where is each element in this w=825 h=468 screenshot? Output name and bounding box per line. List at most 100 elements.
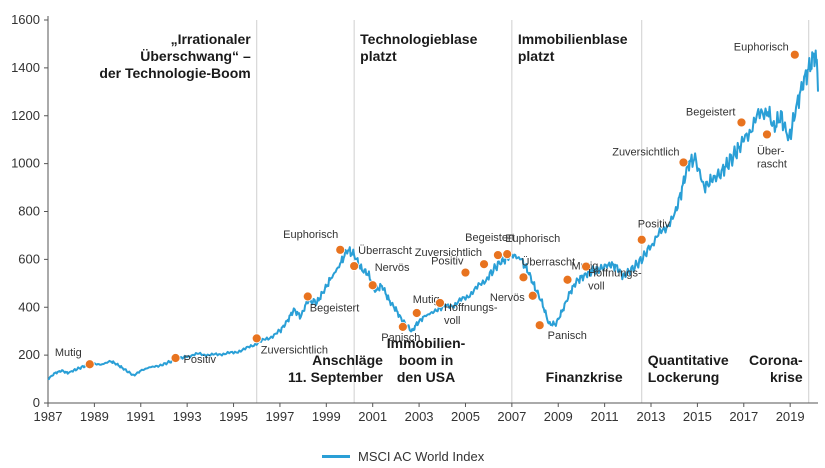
x-tick-label: 1987 xyxy=(34,409,63,424)
point-marker xyxy=(534,320,545,331)
annotation-3: Anschläge 11. September xyxy=(288,352,383,385)
x-tick-label: 2007 xyxy=(497,409,526,424)
point-label-line: Mutig xyxy=(413,294,440,306)
x-tick-label: 1993 xyxy=(173,409,202,424)
y-tick-label: 1400 xyxy=(11,60,40,75)
annotation-line: der Technologie-Boom xyxy=(99,65,250,81)
point-label: Hoffnungs-voll xyxy=(588,268,642,293)
point-label-line: Panisch xyxy=(548,330,587,342)
point-label-line: Positiv xyxy=(184,354,217,366)
series-line xyxy=(47,49,819,381)
point-label: Positiv xyxy=(184,354,217,366)
point-label-line: Nervös xyxy=(375,262,410,274)
point-label-line: Überrascht xyxy=(521,256,575,268)
annotation-line: platzt xyxy=(360,48,397,64)
point-marker xyxy=(397,321,408,332)
point-marker xyxy=(435,298,445,308)
point-label-line: Mutig xyxy=(55,347,82,359)
chart: 0 200 400 600 800 1000 1200 1400 1600 1987 1989 199… xyxy=(11,12,819,424)
y-tick-label: 0 xyxy=(33,395,40,410)
point-label: Mutig xyxy=(413,294,440,306)
point-label: Über-rascht xyxy=(757,145,787,170)
annotation-line: platzt xyxy=(518,48,555,64)
y-tick-label: 400 xyxy=(18,299,40,314)
point-marker xyxy=(349,261,360,271)
x-tick-label: 1999 xyxy=(312,409,341,424)
x-tick-label: 2003 xyxy=(405,409,434,424)
x-tick-label: 2015 xyxy=(683,409,712,424)
annotation-line: „Irrationaler xyxy=(171,31,252,47)
annotation-line: den USA xyxy=(397,369,455,385)
annotation-7: Corona-krise xyxy=(749,352,803,385)
point-label-line: Euphorisch xyxy=(283,229,338,241)
x-tick-label: 2011 xyxy=(591,409,619,424)
point-label: Begeistert xyxy=(310,302,360,314)
reference-lines xyxy=(256,20,810,403)
point-marker xyxy=(302,291,313,302)
point-marker xyxy=(518,272,529,283)
annotation-2: Immobilienblase platzt xyxy=(518,31,628,64)
point-marker xyxy=(581,261,591,272)
x-tick-label: 2013 xyxy=(637,409,666,424)
x-tick-label: 1991 xyxy=(126,409,155,424)
point-marker xyxy=(170,353,181,363)
point-label: Positiv xyxy=(638,219,671,231)
point-label-line: Hoffnungs- xyxy=(444,302,498,314)
y-tick-label: 1200 xyxy=(11,108,40,123)
annotation-4: Immobilien-boom in den USA xyxy=(387,335,466,385)
annotation-line: krise xyxy=(770,369,803,385)
x-tick-label: 2019 xyxy=(776,409,805,424)
annotation-line: Finanzkrise xyxy=(546,369,623,385)
point-marker xyxy=(493,250,503,260)
point-label-line: Zuversichtlich xyxy=(261,344,328,356)
point-marker xyxy=(335,244,346,255)
point-label: Euphorisch xyxy=(505,233,560,245)
y-tick-label: 1600 xyxy=(11,12,40,27)
point-marker xyxy=(678,157,689,168)
point-label: Begeistert xyxy=(465,232,515,244)
point-marker xyxy=(251,333,262,344)
x-tick-label: 1997 xyxy=(265,409,294,424)
annotation-line: Lockerung xyxy=(648,369,720,385)
point-label: Zuversichtlich xyxy=(612,146,679,158)
point-label: Begeistert xyxy=(686,106,736,118)
point-label: Überrascht xyxy=(358,245,412,257)
annotation-line: Überschwang“ – xyxy=(140,48,251,64)
point-marker xyxy=(527,290,538,301)
sentiment-points: MutigPositivZuversichtlichBegeistertEuph… xyxy=(55,42,800,370)
point-label-line: voll xyxy=(588,281,605,293)
point-label-line: Begeistert xyxy=(310,302,360,314)
x-tick-label: 2017 xyxy=(729,409,758,424)
legend: MSCI AC World Index xyxy=(322,449,484,464)
point-label-line: Positiv xyxy=(638,219,671,231)
annotation-1: Technologieblase platzt xyxy=(360,31,477,64)
legend-swatch xyxy=(322,455,350,458)
point-label-line: Panisch xyxy=(381,332,420,344)
point-label-line: voll xyxy=(444,315,461,327)
point-label: Mutig xyxy=(55,347,82,359)
point-label-line: Positiv xyxy=(431,256,464,268)
point-label-line: Zuversichtlich xyxy=(612,146,679,158)
point-label-line: Nervös xyxy=(490,292,525,304)
point-label: Zuversichtlich xyxy=(415,247,482,259)
x-tick-label: 1989 xyxy=(80,409,109,424)
x-tick-label: 1995 xyxy=(219,409,248,424)
point-label: Zuversichtlich xyxy=(261,344,328,356)
annotation-0: „Irrationaler Überschwang“ – der Technolog… xyxy=(99,31,251,81)
point-marker xyxy=(367,280,378,291)
point-marker xyxy=(736,117,747,128)
y-tick-label: 600 xyxy=(18,251,40,266)
x-tick-label: 2005 xyxy=(451,409,480,424)
point-marker xyxy=(762,129,772,140)
axes: 0 200 400 600 800 1000 1200 1400 1600 1987 1989 199… xyxy=(11,12,818,424)
annotation-line: Corona- xyxy=(749,352,803,368)
x-tick-label: 2001 xyxy=(358,409,387,424)
point-marker xyxy=(411,308,422,318)
y-tick-label: 1000 xyxy=(11,156,40,171)
annotation-line: Quantitative xyxy=(648,352,729,368)
point-label-line: Euphorisch xyxy=(505,233,560,245)
point-label: Panisch xyxy=(381,332,420,344)
series-path xyxy=(47,49,819,381)
x-tick-label: 2009 xyxy=(544,409,573,424)
annotation-line: Immobilien- xyxy=(387,335,466,351)
